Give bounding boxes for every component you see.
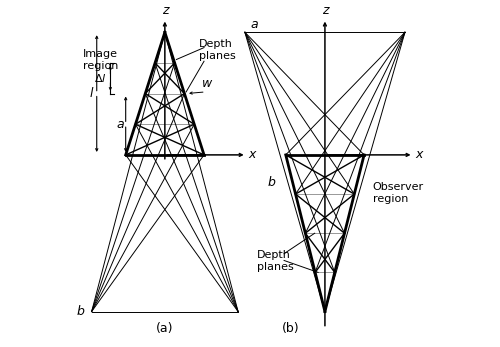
- Text: z: z: [162, 4, 168, 17]
- Text: a: a: [116, 118, 124, 131]
- Text: z: z: [322, 4, 328, 17]
- Text: Observer
region: Observer region: [372, 182, 424, 204]
- Text: Depth
planes: Depth planes: [199, 39, 235, 61]
- Text: w: w: [202, 77, 212, 90]
- Text: b: b: [77, 305, 85, 318]
- Text: Depth
planes: Depth planes: [257, 250, 294, 272]
- Text: x: x: [415, 149, 422, 161]
- Text: (b): (b): [282, 322, 300, 336]
- Text: (a): (a): [156, 322, 174, 336]
- Text: b: b: [268, 176, 276, 189]
- Text: l: l: [90, 87, 94, 100]
- Text: $\Delta l$: $\Delta l$: [94, 72, 107, 84]
- Text: x: x: [248, 149, 256, 161]
- Text: a: a: [250, 18, 258, 31]
- Text: Image
region: Image region: [83, 49, 118, 71]
